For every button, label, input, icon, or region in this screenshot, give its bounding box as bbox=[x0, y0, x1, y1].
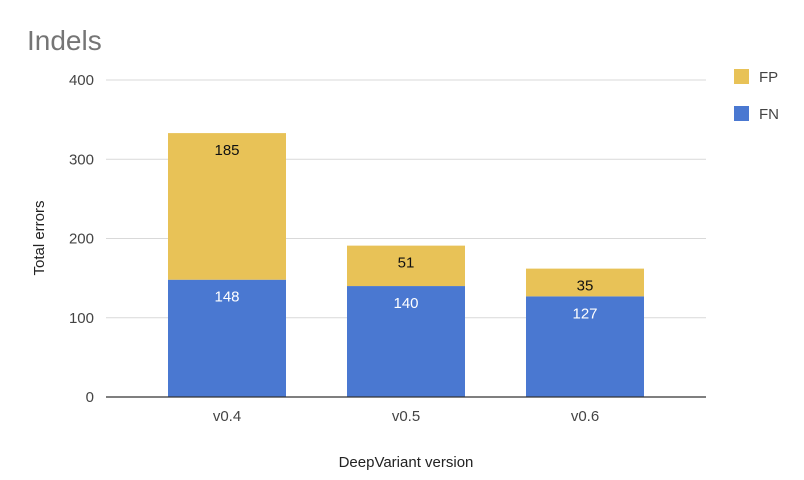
x-tick-labels: v0.4 v0.5 v0.6 bbox=[213, 408, 599, 425]
bar-fp-v0.4 bbox=[168, 133, 286, 280]
y-axis-label: Total errors bbox=[31, 200, 48, 275]
legend-swatch-fn bbox=[734, 106, 749, 121]
data-label-fn-v0.4: 148 bbox=[214, 289, 239, 306]
data-label-fp-v0.6: 35 bbox=[577, 278, 594, 295]
data-labels: 148 185 140 51 127 35 bbox=[214, 142, 597, 322]
data-label-fp-v0.5: 51 bbox=[398, 255, 415, 272]
x-tick-label: v0.4 bbox=[213, 408, 241, 425]
bar-fn-v0.5 bbox=[347, 286, 465, 397]
y-tick-label: 400 bbox=[69, 72, 94, 89]
data-label-fp-v0.4: 185 bbox=[214, 142, 239, 159]
bar-fn-v0.4 bbox=[168, 279, 286, 397]
y-tick-labels: 0 100 200 300 400 bbox=[69, 72, 94, 406]
legend-swatch-fp bbox=[734, 69, 749, 84]
x-axis-label: DeepVariant version bbox=[339, 454, 474, 471]
y-tick-label: 0 bbox=[86, 389, 94, 406]
x-tick-label: v0.6 bbox=[571, 408, 599, 425]
legend-label-fp: FP bbox=[759, 69, 778, 86]
chart-title: Indels bbox=[27, 25, 102, 56]
x-tick-label: v0.5 bbox=[392, 408, 420, 425]
y-tick-label: 300 bbox=[69, 151, 94, 168]
bar-fn-v0.6 bbox=[526, 296, 644, 397]
data-label-fn-v0.5: 140 bbox=[393, 295, 418, 312]
legend: FP FN bbox=[734, 69, 779, 123]
y-tick-label: 200 bbox=[69, 231, 94, 248]
bar-fp-v0.5 bbox=[347, 245, 465, 287]
bars bbox=[168, 133, 644, 397]
data-label-fn-v0.6: 127 bbox=[572, 305, 597, 322]
y-tick-label: 100 bbox=[69, 310, 94, 327]
legend-label-fn: FN bbox=[759, 106, 779, 123]
bar-fp-v0.6 bbox=[526, 268, 644, 297]
